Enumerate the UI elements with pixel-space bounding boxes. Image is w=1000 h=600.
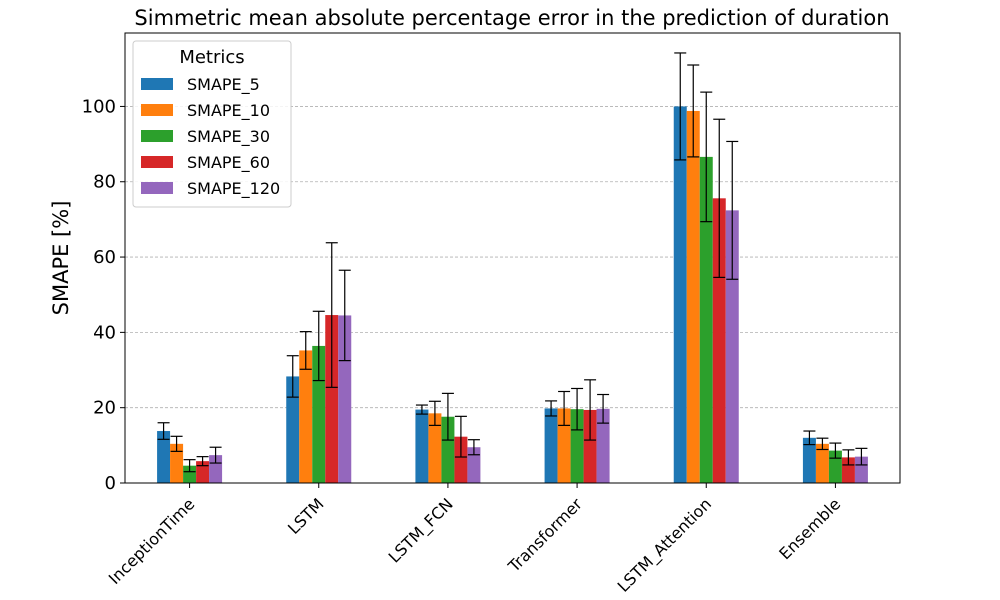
bar (854, 456, 868, 483)
bar (183, 465, 197, 483)
y-axis: 0 20 40 60 80 100 (82, 96, 125, 494)
bar (157, 431, 171, 483)
legend-swatch (141, 156, 173, 168)
x-tick-label: Transformer (504, 494, 586, 576)
y-tick-label: 60 (93, 247, 116, 268)
x-tick-label: LSTM (284, 494, 328, 538)
bar (544, 408, 558, 483)
x-tick-label: InceptionTime (105, 494, 199, 588)
y-tick-label: 20 (93, 398, 116, 419)
bar (441, 416, 455, 483)
bar (596, 408, 610, 483)
bar (299, 350, 313, 483)
legend-label: SMAPE_60 (187, 153, 270, 173)
bar (467, 447, 481, 483)
x-axis: InceptionTime LSTM LSTM_FCN Transformer LSTM… (105, 483, 844, 597)
error-bars (157, 52, 868, 473)
y-tick-label: 0 (105, 473, 116, 494)
bar (428, 413, 442, 483)
bar (209, 455, 223, 483)
bar (583, 409, 597, 483)
bar (802, 437, 816, 483)
legend-swatch (141, 182, 173, 194)
bar (454, 436, 468, 483)
bar (286, 376, 300, 483)
bar (170, 443, 184, 483)
x-tick-label: LSTM_Attention (614, 494, 716, 596)
chart-title: Simmetric mean absolute percentage error… (134, 6, 889, 30)
legend-title: Metrics (179, 47, 244, 68)
x-tick-label: Ensemble (775, 494, 844, 563)
legend-label: SMAPE_5 (187, 75, 260, 95)
bar (415, 409, 429, 483)
legend-label: SMAPE_10 (187, 101, 270, 121)
x-tick-label: LSTM_FCN (385, 494, 458, 567)
legend-swatch (141, 104, 173, 116)
bar (699, 156, 713, 483)
legend-label: SMAPE_120 (187, 179, 280, 199)
bar (841, 457, 855, 483)
bar (325, 315, 339, 483)
bar (686, 110, 700, 483)
bar (570, 409, 584, 483)
bars (157, 106, 868, 483)
legend-swatch (141, 78, 173, 90)
legend: Metrics SMAPE_5 SMAPE_10 SMAPE_30 SMAPE_60 S… (132, 40, 292, 208)
bar (196, 461, 210, 483)
y-tick-label: 40 (93, 322, 116, 343)
bar (725, 210, 739, 483)
bar (673, 106, 687, 483)
bar (338, 315, 352, 483)
bar (815, 443, 829, 483)
plot-frame (124, 32, 901, 484)
legend-label: SMAPE_30 (187, 127, 270, 147)
legend-swatch (141, 130, 173, 142)
y-tick-label: 80 (93, 172, 116, 193)
y-tick-label: 100 (82, 96, 116, 117)
bar (712, 198, 726, 483)
bar (557, 408, 571, 483)
gridlines (125, 106, 900, 409)
y-axis-label: SMAPE [%] (49, 201, 73, 316)
